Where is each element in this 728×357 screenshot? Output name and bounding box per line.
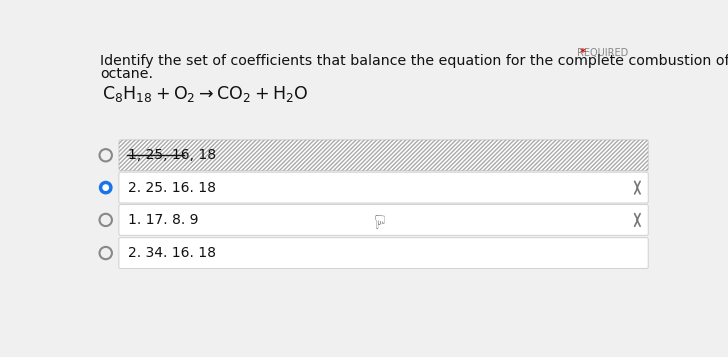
FancyBboxPatch shape (119, 205, 648, 235)
Text: octane.: octane. (100, 67, 154, 81)
Circle shape (103, 185, 108, 190)
Text: 1. 17. 8. 9: 1. 17. 8. 9 (128, 213, 199, 227)
Text: $\mathrm{C_8H_{18} + O_2 \rightarrow CO_2 + H_2O}$: $\mathrm{C_8H_{18} + O_2 \rightarrow CO_… (102, 84, 308, 104)
Text: 1, 25, 16, 18: 1, 25, 16, 18 (128, 148, 216, 162)
Text: 2. 34. 16. 18: 2. 34. 16. 18 (128, 246, 216, 260)
Text: Identify the set of coefficients that balance the equation for the complete comb: Identify the set of coefficients that ba… (100, 54, 728, 69)
FancyBboxPatch shape (119, 172, 648, 203)
Text: REQUIRED: REQUIRED (577, 48, 628, 58)
FancyBboxPatch shape (119, 238, 648, 268)
FancyBboxPatch shape (119, 140, 648, 171)
Text: *: * (579, 48, 585, 58)
Text: 2. 25. 16. 18: 2. 25. 16. 18 (128, 181, 216, 195)
Text: ☝: ☝ (372, 209, 384, 228)
Circle shape (100, 181, 112, 194)
